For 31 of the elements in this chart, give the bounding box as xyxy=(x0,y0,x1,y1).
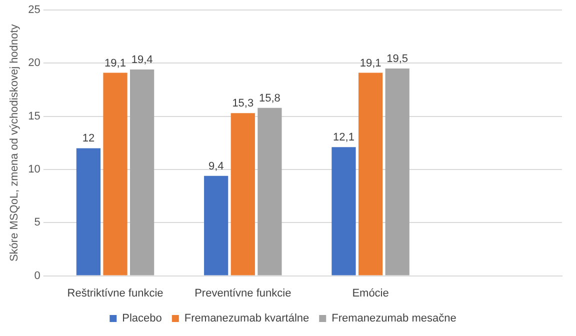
x-tick-label: Preventívne funkcie xyxy=(194,287,292,300)
y-tick-label: 5 xyxy=(34,216,40,229)
bar xyxy=(358,72,383,276)
x-tick-label: Emócie xyxy=(352,287,389,300)
y-tick-label: 0 xyxy=(34,270,40,282)
y-tick-label: 10 xyxy=(28,164,40,176)
legend-label: Placebo xyxy=(122,312,162,325)
bar xyxy=(385,68,410,276)
bar xyxy=(258,108,282,276)
y-tick-label: 20 xyxy=(28,57,40,70)
bar xyxy=(76,148,101,276)
bar xyxy=(204,176,228,276)
data-label: 9,4 xyxy=(208,160,224,172)
legend-label: Fremanezumab kvartálne xyxy=(184,312,310,325)
data-label: 12 xyxy=(82,132,95,145)
bar xyxy=(230,113,255,276)
y-tick-label: 25 xyxy=(28,4,40,16)
data-label: 15,3 xyxy=(232,98,254,110)
y-axis-title: Skóre MSQoL, zmena od východiskovej hodnoty xyxy=(8,24,21,262)
bar xyxy=(103,72,128,276)
bar xyxy=(130,70,154,276)
data-label: 15,8 xyxy=(258,92,280,104)
data-label: 12,1 xyxy=(333,132,354,144)
data-label: 19,1 xyxy=(104,57,126,70)
y-tick-label: 15 xyxy=(28,110,40,122)
bar xyxy=(332,147,356,276)
data-label: 19,1 xyxy=(360,57,382,70)
data-label: 19,4 xyxy=(131,54,153,66)
data-label: 19,5 xyxy=(386,53,408,66)
legend-label: Fremanezumab mesačne xyxy=(332,312,456,325)
x-tick-label: Reštriktívne funkcie xyxy=(67,287,164,300)
